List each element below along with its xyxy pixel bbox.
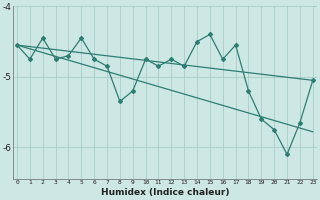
X-axis label: Humidex (Indice chaleur): Humidex (Indice chaleur) [101,188,229,197]
